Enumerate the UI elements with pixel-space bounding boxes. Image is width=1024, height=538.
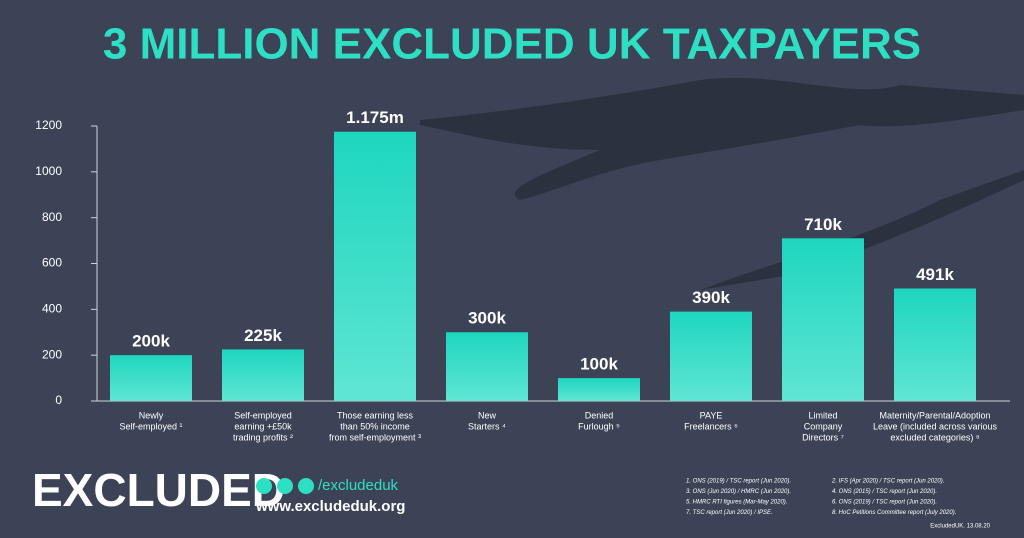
footnote: 2. IFS (Apr 2020) / TSC report (Jun 2020… [831,479,944,485]
bar [110,355,192,401]
value-label: 1.175m [346,108,404,127]
bar [222,349,304,401]
twitter-icon[interactable] [256,478,272,494]
x-tick-label: PAYE [700,410,723,420]
x-tick-label: Those earning less [337,410,414,420]
y-tick-label: 1000 [35,164,62,178]
x-tick-label: Directors ⁷ [802,432,844,442]
date: ExcludedUK. 13.08.20 [930,524,990,530]
y-tick-label: 800 [42,210,62,224]
x-tick-label: Maternity/Parental/Adoption [879,410,990,420]
website[interactable]: www.excludeduk.org [255,498,405,515]
bar [334,131,416,401]
chart-title: 3 MILLION EXCLUDED UK TAXPAYERS [103,20,921,69]
facebook-icon[interactable] [277,478,293,494]
y-tick-label: 1200 [35,118,62,132]
x-tick-label: than 50% income [340,421,410,431]
y-tick-label: 200 [42,347,62,361]
value-label: 710k [804,215,842,234]
footnote: 6. ONS (2019) / TSC report (Jun 2020). [832,500,937,506]
footnote: 1. ONS (2019) / TSC report (Jun 2020). [686,479,791,485]
bar [558,378,640,401]
bar [446,332,528,401]
x-tick-label: trading profits ² [233,432,293,442]
footnote: 7. TSC report (Jun 2020) / IPSE. [686,510,773,516]
y-tick-label: 600 [42,256,62,270]
bar [894,288,976,401]
y-tick-label: 0 [55,393,62,407]
x-tick-label: earning +£50k [234,421,292,431]
x-tick-label: New [478,410,497,420]
value-label: 100k [580,355,618,374]
x-tick-label: Freelancers ⁶ [684,421,738,431]
x-tick-label: Denied [585,410,614,420]
y-tick-label: 400 [42,302,62,316]
footnote: 4. ONS (2015) / TSC report (Jun 2020). [832,489,937,495]
x-tick-label: from self-employment ³ [329,432,421,442]
x-tick-label: Limited [808,410,837,420]
value-label: 491k [916,265,954,284]
x-tick-label: Leave (included across various [873,421,998,431]
social-handle[interactable]: /excludeduk [318,477,399,494]
x-tick-label: Self-employed [234,410,292,420]
linkedin-icon[interactable] [298,478,314,494]
footnote: 5. HMRC RTI figures (Mar-May 2020). [686,500,787,506]
footnote: 8. HoC Petitions Committee report (July … [832,510,956,516]
logo: EXCLUDED [32,464,285,516]
footnote: 3. ONS (Jun 2020) / HMRC (Jun 2020). [686,489,791,495]
value-label: 225k [244,326,282,345]
value-label: 390k [692,288,730,307]
bar [670,311,752,401]
x-tick-label: excluded categories) ⁸ [890,432,980,442]
x-tick-label: Self-employed ¹ [119,421,182,431]
decor-crack [700,170,1024,290]
value-label: 200k [132,332,170,351]
value-label: 300k [468,309,506,328]
bar [782,238,864,401]
x-tick-label: Furlough ⁵ [578,421,620,431]
x-tick-label: Newly [139,410,164,420]
x-tick-label: Company [804,421,843,431]
decor-crack [420,77,1024,200]
x-tick-label: Starters ⁴ [468,421,506,431]
